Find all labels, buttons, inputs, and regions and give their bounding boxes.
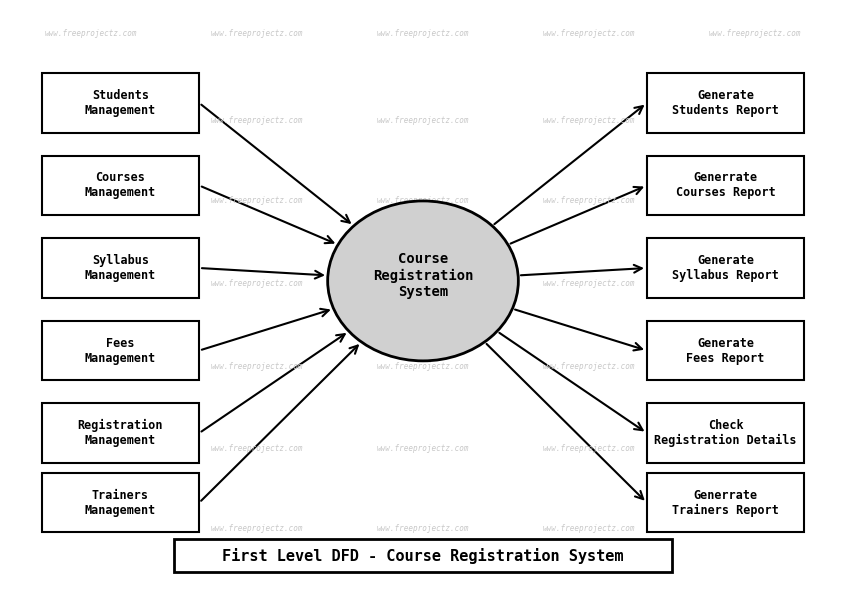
Text: www.freeprojectz.com: www.freeprojectz.com: [45, 29, 138, 38]
FancyBboxPatch shape: [647, 473, 805, 533]
Text: www.freeprojectz.com: www.freeprojectz.com: [45, 196, 138, 205]
FancyBboxPatch shape: [647, 403, 805, 463]
Text: www.freeprojectz.com: www.freeprojectz.com: [45, 116, 138, 126]
FancyBboxPatch shape: [647, 156, 805, 215]
Text: www.freeprojectz.com: www.freeprojectz.com: [45, 362, 138, 371]
Text: www.freeprojectz.com: www.freeprojectz.com: [542, 444, 635, 453]
Text: Registration
Management: Registration Management: [78, 419, 163, 447]
Text: www.freeprojectz.com: www.freeprojectz.com: [376, 279, 470, 288]
Text: Generate
Syllabus Report: Generate Syllabus Report: [673, 254, 779, 282]
Text: Generate
Students Report: Generate Students Report: [673, 89, 779, 117]
FancyBboxPatch shape: [647, 321, 805, 380]
Ellipse shape: [327, 201, 519, 361]
Text: www.freeprojectz.com: www.freeprojectz.com: [708, 196, 801, 205]
Text: www.freeprojectz.com: www.freeprojectz.com: [211, 29, 304, 38]
Text: Course
Registration
System: Course Registration System: [373, 253, 473, 299]
Text: www.freeprojectz.com: www.freeprojectz.com: [708, 279, 801, 288]
Text: Students
Management: Students Management: [85, 89, 156, 117]
Text: www.freeprojectz.com: www.freeprojectz.com: [708, 444, 801, 453]
Text: www.freeprojectz.com: www.freeprojectz.com: [211, 524, 304, 533]
FancyBboxPatch shape: [41, 473, 199, 533]
Text: www.freeprojectz.com: www.freeprojectz.com: [376, 524, 470, 533]
Text: Generate
Fees Report: Generate Fees Report: [686, 337, 765, 365]
Text: www.freeprojectz.com: www.freeprojectz.com: [708, 524, 801, 533]
Text: www.freeprojectz.com: www.freeprojectz.com: [376, 444, 470, 453]
FancyBboxPatch shape: [174, 539, 672, 572]
FancyBboxPatch shape: [41, 321, 199, 380]
Text: Syllabus
Management: Syllabus Management: [85, 254, 156, 282]
Text: www.freeprojectz.com: www.freeprojectz.com: [211, 116, 304, 126]
Text: www.freeprojectz.com: www.freeprojectz.com: [542, 29, 635, 38]
Text: www.freeprojectz.com: www.freeprojectz.com: [45, 444, 138, 453]
Text: www.freeprojectz.com: www.freeprojectz.com: [211, 196, 304, 205]
Text: www.freeprojectz.com: www.freeprojectz.com: [708, 362, 801, 371]
Text: www.freeprojectz.com: www.freeprojectz.com: [376, 116, 470, 126]
FancyBboxPatch shape: [41, 238, 199, 298]
Text: www.freeprojectz.com: www.freeprojectz.com: [211, 279, 304, 288]
FancyBboxPatch shape: [647, 238, 805, 298]
Text: www.freeprojectz.com: www.freeprojectz.com: [542, 116, 635, 126]
Text: www.freeprojectz.com: www.freeprojectz.com: [708, 29, 801, 38]
Text: www.freeprojectz.com: www.freeprojectz.com: [708, 116, 801, 126]
Text: www.freeprojectz.com: www.freeprojectz.com: [542, 196, 635, 205]
Text: First Level DFD - Course Registration System: First Level DFD - Course Registration Sy…: [222, 547, 624, 563]
Text: www.freeprojectz.com: www.freeprojectz.com: [211, 362, 304, 371]
FancyBboxPatch shape: [647, 74, 805, 133]
Text: Check
Registration Details: Check Registration Details: [654, 419, 797, 447]
FancyBboxPatch shape: [41, 403, 199, 463]
FancyBboxPatch shape: [41, 74, 199, 133]
FancyBboxPatch shape: [41, 156, 199, 215]
Text: www.freeprojectz.com: www.freeprojectz.com: [211, 444, 304, 453]
Text: www.freeprojectz.com: www.freeprojectz.com: [376, 362, 470, 371]
Text: www.freeprojectz.com: www.freeprojectz.com: [45, 279, 138, 288]
Text: Generrate
Trainers Report: Generrate Trainers Report: [673, 489, 779, 517]
Text: Fees
Management: Fees Management: [85, 337, 156, 365]
Text: www.freeprojectz.com: www.freeprojectz.com: [376, 196, 470, 205]
Text: www.freeprojectz.com: www.freeprojectz.com: [376, 29, 470, 38]
Text: www.freeprojectz.com: www.freeprojectz.com: [45, 524, 138, 533]
Text: www.freeprojectz.com: www.freeprojectz.com: [542, 524, 635, 533]
Text: www.freeprojectz.com: www.freeprojectz.com: [542, 362, 635, 371]
Text: Trainers
Management: Trainers Management: [85, 489, 156, 517]
Text: www.freeprojectz.com: www.freeprojectz.com: [542, 279, 635, 288]
Text: Courses
Management: Courses Management: [85, 171, 156, 199]
Text: Generrate
Courses Report: Generrate Courses Report: [676, 171, 776, 199]
